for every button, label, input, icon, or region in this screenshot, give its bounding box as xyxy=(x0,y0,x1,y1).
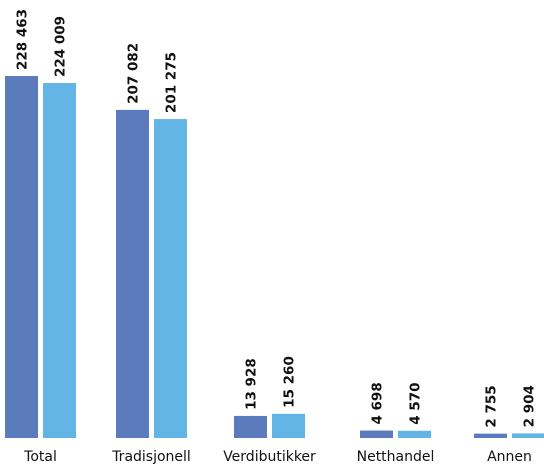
bar-total-series-2 xyxy=(43,83,76,438)
value-label-total-series-1: 228 463 xyxy=(15,9,31,70)
category-label-verdibutikker: Verdibutikker xyxy=(223,449,316,465)
value-label-netthandel-series-2: 4 570 xyxy=(408,382,424,424)
value-label-verdibutikker-series-2: 15 260 xyxy=(282,356,298,408)
bars-group xyxy=(5,76,544,438)
value-labels-group: 228 463 224 009 207 082 201 275 13 928 15 260… xyxy=(15,9,538,428)
bar-tradisjonell-series-2 xyxy=(154,119,187,438)
category-label-annen: Annen xyxy=(487,449,532,465)
bar-verdibutikker-series-2 xyxy=(272,413,305,438)
value-label-verdibutikker-series-1: 13 928 xyxy=(244,358,260,410)
bar-netthandel-series-1 xyxy=(360,430,393,438)
value-label-tradisjonell-series-1: 207 082 xyxy=(126,43,142,104)
bar-verdibutikker-series-1 xyxy=(234,415,267,438)
value-label-total-series-2: 224 009 xyxy=(53,16,69,77)
bar-tradisjonell-series-1 xyxy=(116,109,149,438)
category-label-netthandel: Netthandel xyxy=(357,449,435,465)
bar-total-series-1 xyxy=(5,76,38,438)
category-labels-group: Total Tradisjonell Verdibutikker Netthandel… xyxy=(23,449,532,465)
bar-netthandel-series-2 xyxy=(398,430,431,438)
bar-annen-series-1 xyxy=(474,433,507,438)
category-label-total: Total xyxy=(23,449,57,465)
value-label-annen-series-1: 2 755 xyxy=(484,385,500,427)
value-label-netthandel-series-1: 4 698 xyxy=(370,382,386,424)
bar-annen-series-2 xyxy=(512,433,544,438)
category-label-tradisjonell: Tradisjonell xyxy=(111,449,191,465)
value-label-tradisjonell-series-2: 201 275 xyxy=(164,52,180,113)
value-label-annen-series-2: 2 904 xyxy=(522,385,538,427)
